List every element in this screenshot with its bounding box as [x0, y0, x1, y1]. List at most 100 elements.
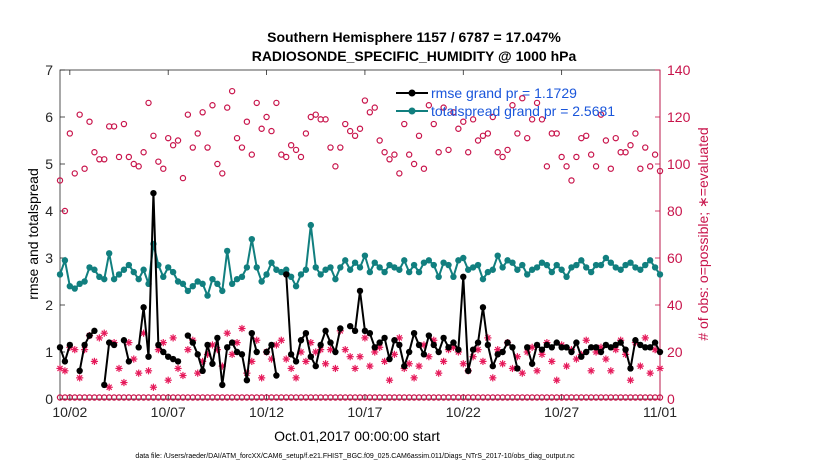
totalspread-point [189, 283, 196, 290]
totalspread-point [56, 271, 64, 278]
totalspread-point [342, 257, 349, 264]
legend: rmse grand pr = 1.1729 totalspread grand … [396, 85, 615, 119]
totalspread-point [115, 271, 123, 278]
obs-possible-point [194, 130, 201, 137]
rmse-point [578, 353, 585, 360]
y-left-tick-label: 1 [45, 344, 53, 360]
obs-evaluated-point [572, 355, 580, 363]
rmse-point [440, 334, 447, 342]
totalspread-point [651, 264, 659, 271]
rmse-point [238, 351, 246, 358]
obs-possible-point [484, 130, 492, 137]
rmse-point [607, 344, 615, 351]
totalspread-point [81, 278, 88, 285]
totalspread-point [425, 257, 433, 264]
rmse-point [273, 372, 280, 379]
rmse-point [509, 344, 516, 351]
obs-possible-point [469, 116, 477, 123]
obs-possible-point [479, 132, 487, 139]
totalspread-point [405, 268, 413, 276]
rmse-point [287, 351, 295, 358]
totalspread-point [351, 259, 359, 266]
obs-possible-point [150, 132, 157, 139]
obs-evaluated-point [115, 364, 123, 373]
rmse-point [504, 339, 511, 346]
rmse-point [563, 344, 570, 351]
obs-possible-point [401, 120, 408, 128]
obs-possible-point [253, 99, 260, 107]
y-left-tick-label: 5 [45, 156, 53, 172]
y-axis-right-label: # of obs: o=possible; ∗=evaluated [695, 127, 711, 340]
rmse-point [617, 339, 624, 346]
totalspread-point [410, 261, 418, 269]
obs-evaluated-point [169, 334, 177, 342]
obs-possible-point [66, 130, 74, 137]
rmse-point [76, 367, 83, 374]
obs-possible-point [307, 113, 315, 121]
obs-possible-point [583, 132, 590, 139]
rmse-point [105, 339, 113, 346]
rmse-point [583, 348, 590, 356]
rmse-line-segment [103, 341, 115, 386]
obs-evaluated-point [499, 360, 507, 368]
totalspread-point [169, 268, 177, 276]
obs-possible-point [366, 109, 374, 116]
rmse-point [160, 348, 167, 356]
rmse-point [474, 339, 482, 346]
obs-evaluated-point [120, 378, 128, 387]
y-right-tick-label: 60 [667, 250, 683, 266]
obs-possible-point [164, 134, 172, 142]
chart-subtitle: RADIOSONDE_SPECIFIC_HUMIDITY @ 1000 hPa [252, 48, 577, 64]
rmse-point [91, 327, 98, 335]
obs-possible-point [219, 170, 226, 177]
obs-possible-point [238, 144, 246, 151]
totalspread-point [361, 252, 369, 259]
y-left-tick-label: 2 [45, 297, 53, 313]
rmse-point [322, 327, 329, 335]
totalspread-point [268, 259, 275, 266]
rmse-point [410, 330, 418, 337]
totalspread-point [450, 273, 457, 280]
obs-possible-point [578, 134, 585, 142]
obs-evaluated-point [366, 362, 374, 370]
totalspread-point [130, 268, 137, 276]
rmse-line-segment [78, 330, 96, 371]
obs-possible-point [464, 149, 472, 156]
totalspread-point [307, 221, 315, 229]
obs-evaluated-point [641, 334, 649, 342]
rmse-point [460, 273, 467, 280]
rmse-point [292, 358, 300, 365]
totalspread-point [278, 268, 285, 276]
obs-evaluated-point [76, 374, 84, 382]
obs-possible-point [396, 170, 403, 177]
totalspread-point [214, 280, 221, 288]
rmse-point [248, 330, 256, 337]
x-tick-label: 10/27 [544, 404, 579, 420]
rmse-point [332, 348, 339, 356]
rmse-point [587, 344, 595, 351]
rmse-point [656, 348, 664, 356]
totalspread-point [356, 264, 364, 271]
obs-evaluated-point [302, 357, 310, 365]
totalspread-point [287, 273, 295, 280]
totalspread-point [228, 280, 236, 288]
obs-possible-point [430, 120, 437, 128]
obs-possible-point [169, 141, 177, 149]
obs-possible-point [61, 207, 69, 215]
rmse-point [450, 339, 457, 346]
rmse-point [602, 341, 610, 349]
legend-marker [408, 107, 416, 115]
obs-evaluated-point [194, 369, 202, 377]
obs-possible-point [622, 149, 629, 156]
obs-possible-point [322, 116, 329, 123]
obs-evaluated-point [61, 367, 69, 375]
rmse-point [194, 351, 201, 358]
obs-evaluated-point [90, 357, 99, 365]
obs-evaluated-point [130, 355, 138, 363]
obs-evaluated-point [518, 369, 526, 377]
totalspread-point [563, 273, 570, 280]
totalspread-point [66, 283, 74, 290]
totalspread-point [460, 254, 467, 262]
obs-possible-point [263, 113, 270, 121]
obs-evaluated-point [553, 376, 561, 384]
